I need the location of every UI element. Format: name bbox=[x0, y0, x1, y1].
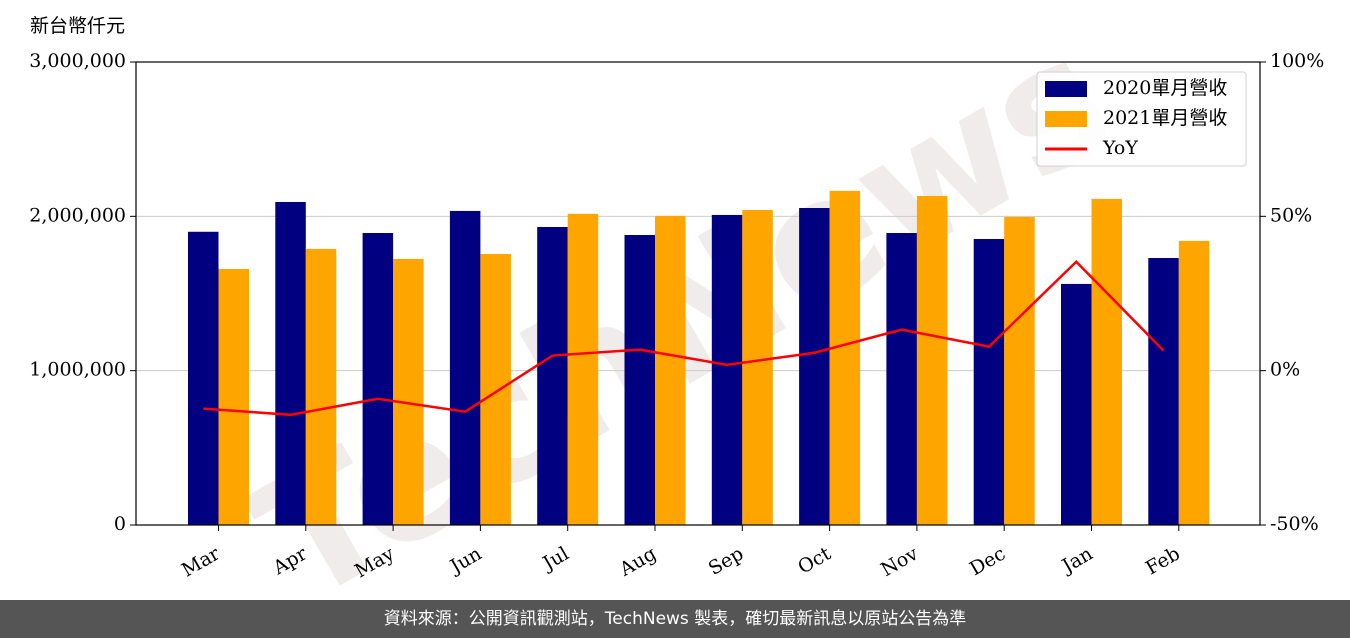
x-tick-label: Nov bbox=[877, 542, 922, 581]
x-tick-label: Sep bbox=[705, 543, 748, 580]
plot-frame bbox=[135, 61, 1261, 526]
bar bbox=[449, 210, 481, 525]
bar bbox=[1178, 240, 1210, 526]
y-tick-label: 2,000,000 bbox=[29, 204, 126, 226]
y2-tick-label: 100% bbox=[1270, 50, 1324, 72]
bar bbox=[1061, 283, 1092, 525]
x-tick-label: Feb bbox=[1142, 543, 1184, 580]
bar bbox=[742, 210, 773, 525]
bar bbox=[480, 253, 511, 525]
legend-label: 2021單月營收 bbox=[1103, 107, 1227, 129]
x-tick-label: Mar bbox=[178, 542, 224, 581]
legend-swatch bbox=[1045, 81, 1087, 97]
bar bbox=[537, 226, 568, 525]
bar bbox=[305, 248, 337, 526]
legend-box bbox=[1036, 71, 1247, 167]
bar bbox=[188, 231, 219, 525]
x-tick-label: Jul bbox=[538, 543, 573, 576]
bar bbox=[799, 207, 830, 525]
bar bbox=[362, 233, 394, 525]
bar bbox=[711, 214, 743, 525]
bar bbox=[624, 235, 655, 525]
bar bbox=[829, 190, 861, 525]
line bbox=[203, 259, 1165, 417]
bar bbox=[1148, 258, 1179, 525]
bar bbox=[886, 233, 917, 525]
x-tick-label: Dec bbox=[966, 543, 1009, 581]
chart: 新台幣仟元 TechNews 01,000,0002,000,0003,000,… bbox=[29, 0, 1324, 600]
legend-label: YoY bbox=[1102, 137, 1138, 159]
legend-swatch bbox=[1045, 111, 1087, 127]
y2-tick-label: -50% bbox=[1270, 513, 1319, 535]
x-tick-label: Oct bbox=[794, 542, 835, 578]
bar bbox=[1091, 198, 1122, 525]
y-tick-label: 1,000,000 bbox=[29, 359, 126, 381]
bar bbox=[275, 201, 306, 525]
bar bbox=[916, 195, 948, 525]
y2-tick-label: 50% bbox=[1270, 204, 1312, 226]
bar bbox=[973, 239, 1005, 526]
y-tick-label: 0 bbox=[114, 513, 126, 535]
bar bbox=[1004, 216, 1035, 525]
footer: 資料來源：公開資訊觀測站，TechNews 製表，確切最新訊息以原站公告為準 bbox=[0, 600, 1350, 638]
legend-label: 2020單月營收 bbox=[1103, 77, 1227, 99]
bar bbox=[655, 215, 686, 525]
y-axis-label: 新台幣仟元 bbox=[30, 15, 125, 37]
x-tick-label: Aug bbox=[615, 543, 660, 582]
x-tick-label: Jan bbox=[1057, 543, 1097, 579]
bar bbox=[567, 213, 599, 525]
bar bbox=[393, 258, 424, 525]
y2-tick-label: 0% bbox=[1270, 359, 1300, 381]
y-tick-label: 3,000,000 bbox=[29, 50, 126, 72]
bar bbox=[218, 268, 249, 525]
